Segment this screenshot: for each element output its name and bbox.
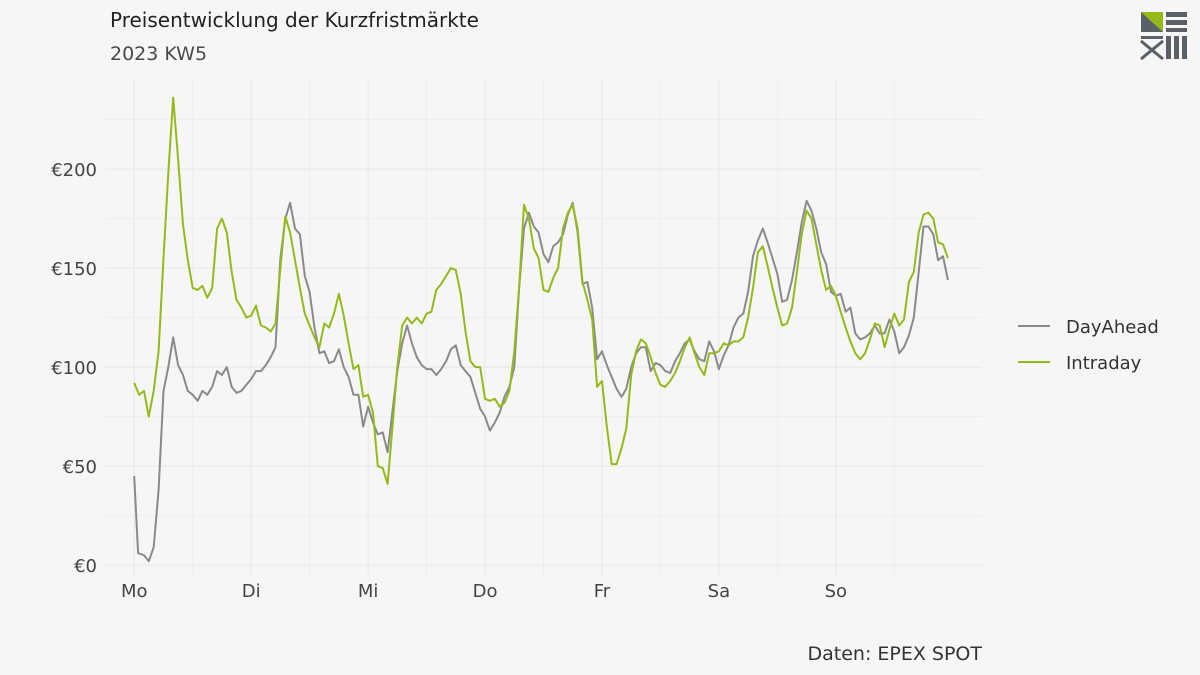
series-line-dayahead <box>133 199 949 563</box>
x-tick-label: Mo <box>121 581 148 602</box>
chart-title: Preisentwicklung der Kurzfristmärkte <box>110 8 479 32</box>
series-lines <box>133 96 949 563</box>
grid-logo-icon <box>1140 12 1187 61</box>
grid <box>105 80 982 575</box>
legend-label-dayahead: DayAhead <box>1066 317 1159 338</box>
x-tick-label: Sa <box>708 581 730 602</box>
y-tick-label: €150 <box>51 259 97 280</box>
legend: DayAhead Intraday <box>1018 317 1159 374</box>
legend-label-intraday: Intraday <box>1066 353 1142 374</box>
y-tick-label: €50 <box>63 457 97 478</box>
y-tick-label: €100 <box>51 358 97 379</box>
x-tick-label: So <box>825 581 847 602</box>
x-tick-label: Mi <box>358 581 379 602</box>
chart-caption: Daten: EPEX SPOT <box>808 643 983 665</box>
series-line-intraday <box>133 96 949 485</box>
x-tick-label: Fr <box>594 581 611 602</box>
x-tick-label: Di <box>242 581 261 602</box>
x-tick-label: Do <box>473 581 498 602</box>
chart-subtitle: 2023 KW5 <box>110 43 207 65</box>
axes: €0 €50 €100 €150 €200 Mo Di Mi Do Fr Sa So <box>51 160 847 602</box>
y-tick-label: €0 <box>74 556 97 577</box>
y-tick-label: €200 <box>51 160 97 181</box>
